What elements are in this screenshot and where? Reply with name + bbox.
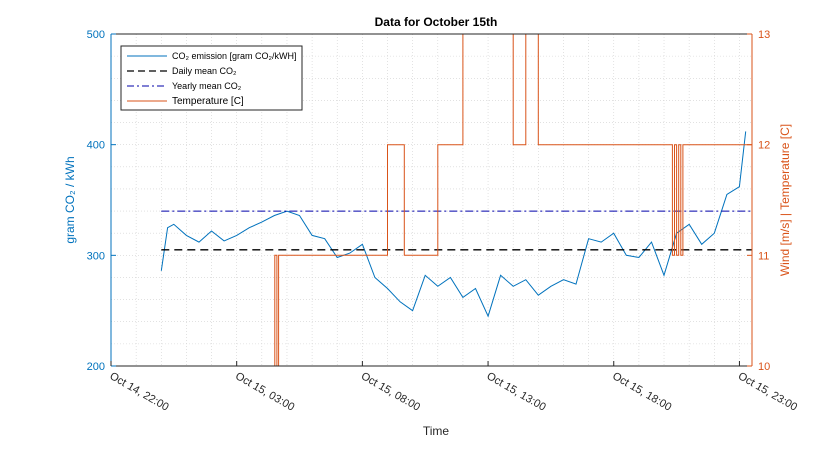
x-tick-label: Oct 14, 22:00 [108,370,171,413]
legend-label-daily-mean: Daily mean CO₂ [172,66,237,76]
y-tick-label-left: 500 [87,29,105,41]
legend-label-temperature: Temperature [C] [172,96,244,107]
x-tick-label: Oct 15, 23:00 [736,370,799,413]
x-tick-label: Oct 15, 13:00 [485,370,548,413]
series-line-co2 [160,131,747,318]
y-tick-label-left: 400 [87,140,105,152]
y-tick-label-right: 11 [758,250,769,262]
x-tick-label: Oct 15, 03:00 [233,370,296,413]
legend: CO₂ emission [gram CO₂/kWH] Daily mean C… [120,45,303,111]
y-axis-label-right: Wind [m/s] | Temperature [C] [778,124,792,276]
legend-label-yearly-mean: Yearly mean CO₂ [172,81,242,91]
x-axis-label: Time [423,424,450,438]
x-tick-label: Oct 15, 08:00 [359,370,422,413]
chart-title: Data for October 15th [375,15,498,29]
y-tick-label-right: 10 [758,361,770,373]
legend-label-co2: CO₂ emission [gram CO₂/kWH] [172,51,297,61]
y-tick-label-left: 300 [87,250,105,262]
y-axis-label-left: gram CO₂ / kWh [63,156,77,243]
y-tick-label-right: 12 [758,140,770,152]
legend-box [120,45,303,111]
y-tick-label-right: 13 [758,29,770,41]
y-tick-label-left: 200 [87,361,105,373]
x-tick-label: Oct 15, 18:00 [610,370,673,413]
